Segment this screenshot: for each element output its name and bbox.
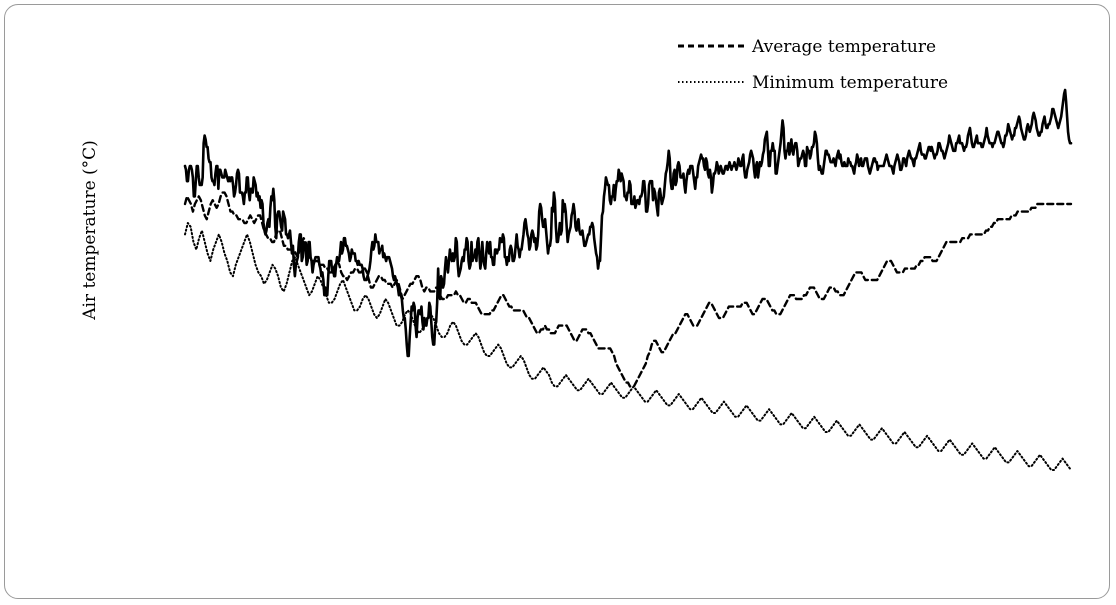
legend: Average temperature Minimum temperature	[678, 37, 948, 93]
legend-label-average: Average temperature	[751, 37, 936, 57]
series-line-unlabeled	[183, 88, 1073, 358]
plot-area	[183, 88, 1073, 471]
legend-label-minimum: Minimum temperature	[752, 73, 948, 93]
series-line-average-temperature	[183, 191, 1073, 388]
series-line-minimum-temperature	[184, 222, 1072, 471]
y-axis-label: Air temperature (°C)	[80, 140, 100, 321]
chart-frame	[4, 4, 1110, 599]
